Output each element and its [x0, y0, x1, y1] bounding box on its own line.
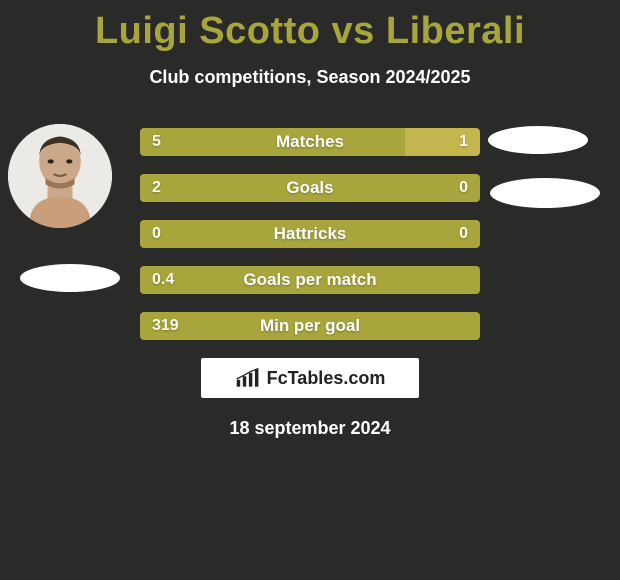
player2-ellipse-2 — [490, 178, 600, 208]
date-text: 18 september 2024 — [0, 418, 620, 439]
stat-label: Goals — [286, 178, 333, 198]
stat-label: Hattricks — [274, 224, 347, 244]
subtitle: Club competitions, Season 2024/2025 — [0, 67, 620, 88]
title-player2: Liberali — [386, 10, 525, 52]
chart-icon — [235, 367, 261, 389]
player2-ellipse-1 — [488, 126, 588, 154]
brand-text: FcTables.com — [267, 368, 386, 389]
stat-row: 0.4 Goals per match — [140, 266, 480, 294]
stat-row: 0 Hattricks 0 — [140, 220, 480, 248]
stat-row: 2 Goals 0 — [140, 174, 480, 202]
stat-value-left: 319 — [152, 317, 179, 335]
stat-row: 319 Min per goal — [140, 312, 480, 340]
brand-badge: FcTables.com — [201, 358, 419, 398]
stat-bar-left-fill — [140, 128, 405, 156]
player1-avatar — [8, 124, 112, 228]
title-vs: vs — [332, 10, 375, 52]
stat-value-left: 5 — [152, 133, 161, 151]
page-title: Luigi Scotto vs Liberali — [0, 0, 620, 53]
title-player1: Luigi Scotto — [95, 10, 321, 52]
stat-value-left: 0 — [152, 225, 161, 243]
stat-bar-right-fill — [405, 128, 480, 156]
stats-bars: 5 Matches 1 2 Goals 0 0 Hattricks 0 0.4 Goals per … — [140, 128, 480, 340]
comparison-panel: 5 Matches 1 2 Goals 0 0 Hattricks 0 0.4 Goals per … — [0, 128, 620, 439]
player1-shadow-ellipse — [20, 264, 120, 292]
stat-value-left: 2 — [152, 179, 161, 197]
stat-label: Matches — [276, 132, 344, 152]
stat-value-right: 0 — [459, 225, 468, 243]
stat-row: 5 Matches 1 — [140, 128, 480, 156]
stat-label: Goals per match — [243, 270, 376, 290]
stat-value-left: 0.4 — [152, 271, 174, 289]
avatar-photo-icon — [8, 124, 112, 228]
stat-value-right: 0 — [459, 179, 468, 197]
stat-label: Min per goal — [260, 316, 360, 336]
stat-value-right: 1 — [459, 133, 468, 151]
